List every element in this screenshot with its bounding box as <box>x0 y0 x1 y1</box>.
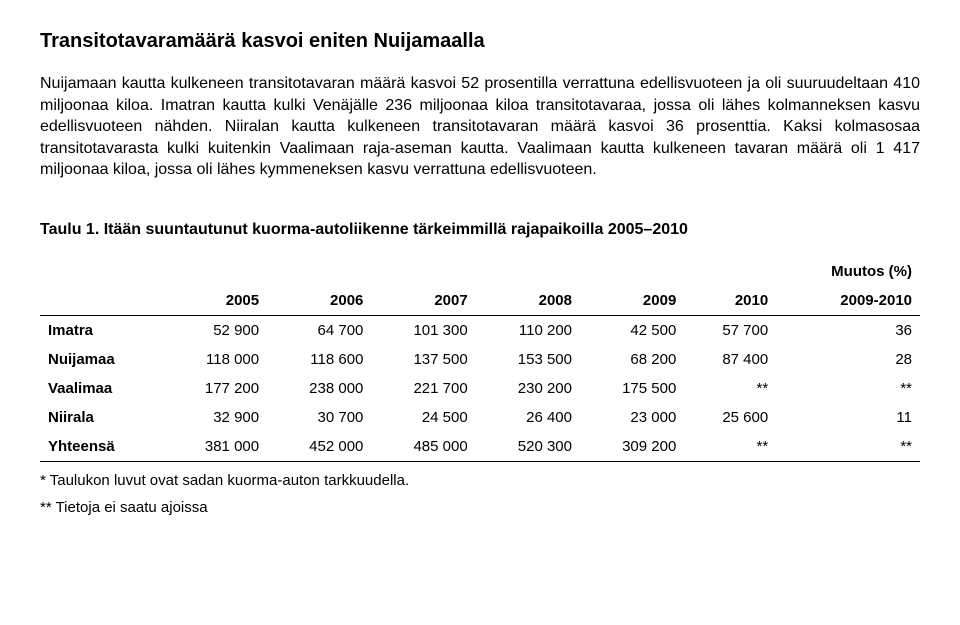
data-table: Muutos (%) 2005 2006 2007 2008 2009 2010… <box>40 257 920 462</box>
footnote: * Taulukon luvut ovat sadan kuorma-auton… <box>40 472 920 489</box>
row-label: Nuijamaa <box>40 345 163 374</box>
cell: 118 000 <box>163 345 267 374</box>
table-row: Niirala 32 900 30 700 24 500 26 400 23 0… <box>40 403 920 432</box>
header-muutos: Muutos (%) <box>776 257 920 286</box>
header-blank <box>163 257 267 286</box>
cell: 11 <box>776 403 920 432</box>
footnote: ** Tietoja ei saatu ajoissa <box>40 499 920 516</box>
row-label: Vaalimaa <box>40 374 163 403</box>
cell: 381 000 <box>163 432 267 462</box>
cell: ** <box>776 432 920 462</box>
cell: 32 900 <box>163 403 267 432</box>
header-blank <box>580 257 684 286</box>
header-blank <box>476 257 580 286</box>
cell: 110 200 <box>476 315 580 345</box>
cell: ** <box>684 374 776 403</box>
page-title: Transitotavaramäärä kasvoi eniten Nuijam… <box>40 30 920 53</box>
cell: 238 000 <box>267 374 371 403</box>
col-year: 2010 <box>684 286 776 316</box>
header-blank <box>40 257 163 286</box>
cell: 36 <box>776 315 920 345</box>
cell: 118 600 <box>267 345 371 374</box>
cell: 221 700 <box>371 374 475 403</box>
cell: 452 000 <box>267 432 371 462</box>
cell: 309 200 <box>580 432 684 462</box>
header-blank <box>267 257 371 286</box>
table-row: Imatra 52 900 64 700 101 300 110 200 42 … <box>40 315 920 345</box>
cell: 57 700 <box>684 315 776 345</box>
cell: 137 500 <box>371 345 475 374</box>
cell: 23 000 <box>580 403 684 432</box>
cell: 87 400 <box>684 345 776 374</box>
table-row: Nuijamaa 118 000 118 600 137 500 153 500… <box>40 345 920 374</box>
cell: 24 500 <box>371 403 475 432</box>
cell: ** <box>684 432 776 462</box>
cell: ** <box>776 374 920 403</box>
col-year: 2007 <box>371 286 475 316</box>
table-caption: Taulu 1. Itään suuntautunut kuorma-autol… <box>40 221 920 239</box>
cell: 177 200 <box>163 374 267 403</box>
body-paragraph: Nuijamaan kautta kulkeneen transitotavar… <box>40 73 920 181</box>
cell: 25 600 <box>684 403 776 432</box>
table-row: Vaalimaa 177 200 238 000 221 700 230 200… <box>40 374 920 403</box>
header-blank <box>40 286 163 316</box>
row-label: Yhteensä <box>40 432 163 462</box>
cell: 520 300 <box>476 432 580 462</box>
cell: 52 900 <box>163 315 267 345</box>
row-label: Niirala <box>40 403 163 432</box>
cell: 230 200 <box>476 374 580 403</box>
header-blank <box>684 257 776 286</box>
cell: 68 200 <box>580 345 684 374</box>
cell: 28 <box>776 345 920 374</box>
col-change: 2009-2010 <box>776 286 920 316</box>
cell: 101 300 <box>371 315 475 345</box>
cell: 64 700 <box>267 315 371 345</box>
header-blank <box>371 257 475 286</box>
col-year: 2009 <box>580 286 684 316</box>
cell: 175 500 <box>580 374 684 403</box>
cell: 26 400 <box>476 403 580 432</box>
col-year: 2006 <box>267 286 371 316</box>
table-row: Yhteensä 381 000 452 000 485 000 520 300… <box>40 432 920 462</box>
cell: 485 000 <box>371 432 475 462</box>
cell: 153 500 <box>476 345 580 374</box>
cell: 42 500 <box>580 315 684 345</box>
cell: 30 700 <box>267 403 371 432</box>
col-year: 2008 <box>476 286 580 316</box>
row-label: Imatra <box>40 315 163 345</box>
col-year: 2005 <box>163 286 267 316</box>
